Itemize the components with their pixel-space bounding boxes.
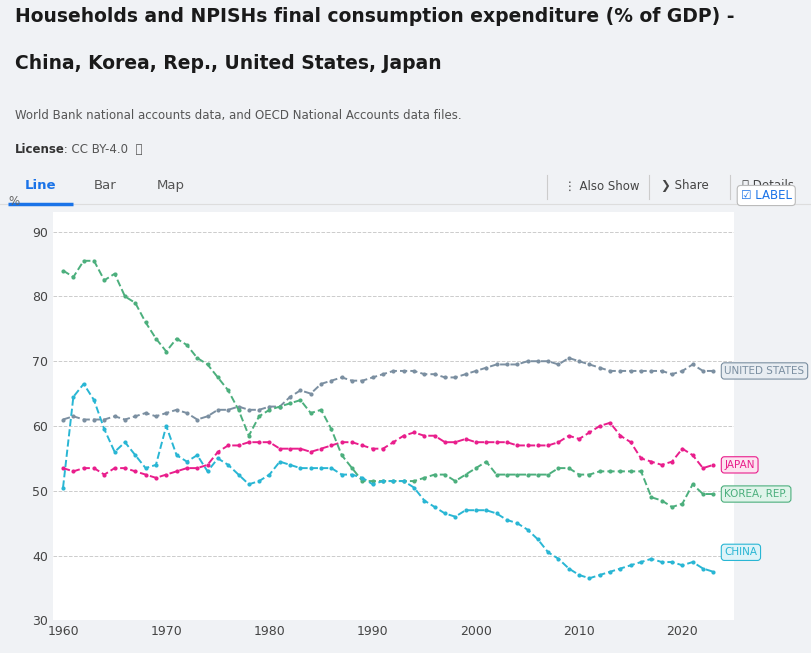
Text: CHINA: CHINA [724,547,757,557]
Text: ❯ Share: ❯ Share [661,180,709,193]
Text: KOREA, REP.: KOREA, REP. [724,489,787,499]
Text: Bar: Bar [94,180,117,193]
Text: %: % [8,195,19,208]
Text: ⓘ Details: ⓘ Details [742,180,794,193]
Text: Households and NPISHs final consumption expenditure (% of GDP) -: Households and NPISHs final consumption … [15,7,734,25]
Text: License: License [15,142,64,155]
Text: World Bank national accounts data, and OECD National Accounts data files.: World Bank national accounts data, and O… [15,108,461,121]
Text: ⋮ Also Show: ⋮ Also Show [564,180,639,193]
Text: China, Korea, Rep., United States, Japan: China, Korea, Rep., United States, Japan [15,54,441,73]
Text: JAPAN: JAPAN [724,460,755,470]
Text: ☑ LABEL: ☑ LABEL [740,189,792,202]
Text: : CC BY-4.0  ⓘ: : CC BY-4.0 ⓘ [60,142,143,155]
Text: UNITED STATES: UNITED STATES [724,366,805,376]
Text: Line: Line [25,180,56,193]
Text: Map: Map [157,180,184,193]
